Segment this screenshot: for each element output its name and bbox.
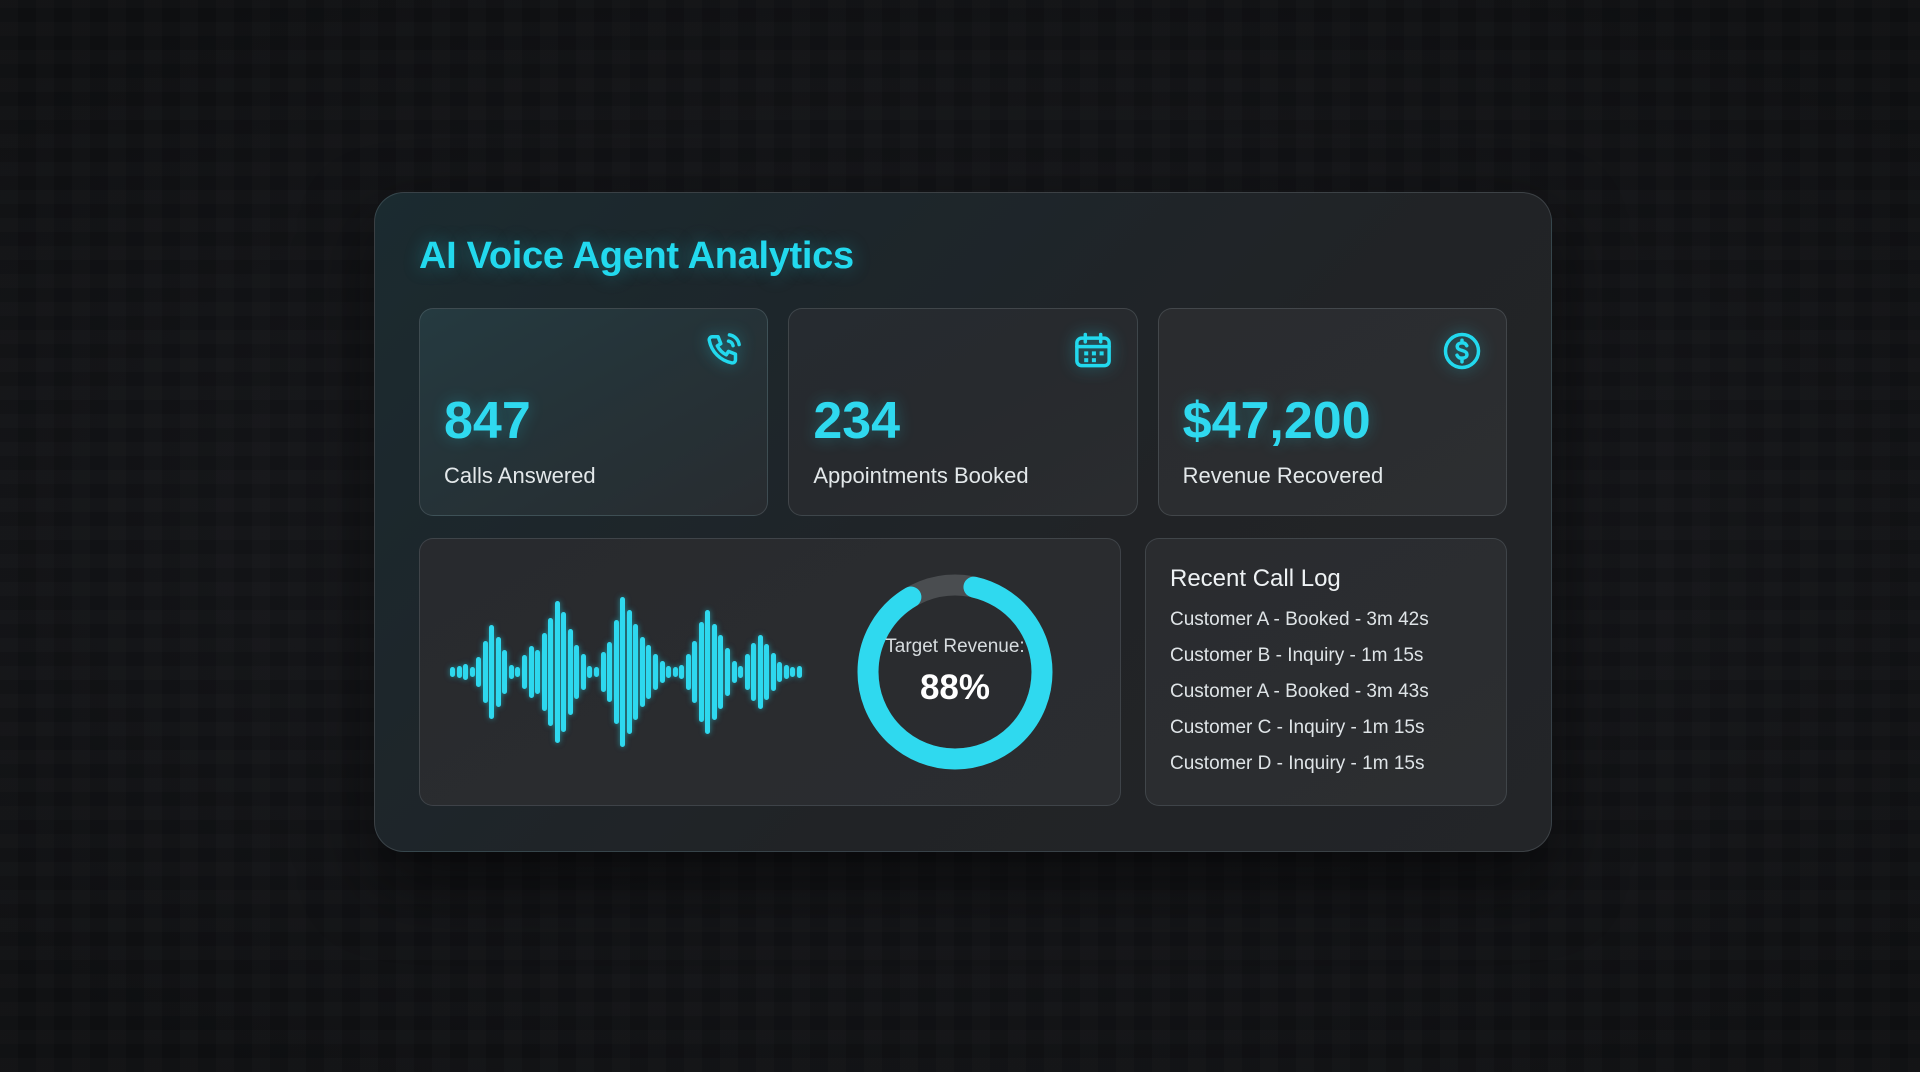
- waveform-bar: [594, 667, 600, 677]
- waveform-bar: [790, 667, 796, 677]
- waveform-bar: [482, 641, 488, 703]
- target-revenue-gauge: Target Revenue: 88%: [844, 561, 1066, 783]
- waveform-bar: [652, 654, 658, 690]
- waveform-bar: [587, 666, 593, 678]
- waveform-bar: [469, 667, 475, 677]
- waveform-bar: [463, 664, 469, 680]
- stat-label: Revenue Recovered: [1182, 463, 1384, 488]
- waveform-bar: [522, 655, 528, 689]
- gauge-progress-arc: [857, 574, 1053, 770]
- waveform-bar: [607, 642, 613, 702]
- waveform-bar: [659, 661, 665, 683]
- waveform-bar: [495, 637, 501, 707]
- stat-label: Calls Answered: [444, 463, 596, 488]
- gauge-svg: [857, 574, 1053, 770]
- call-log-title: Recent Call Log: [1170, 565, 1341, 592]
- waveform-bar: [672, 667, 678, 677]
- waveform-bar: [757, 635, 763, 709]
- waveform-bar: [554, 601, 560, 743]
- waveform-bar: [450, 667, 455, 677]
- page-title: AI Voice Agent Analytics: [419, 235, 854, 277]
- waveform-bar: [476, 657, 482, 687]
- waveform-bar: [731, 661, 737, 683]
- waveform-bar: [711, 624, 717, 720]
- call-log-item[interactable]: Customer D - Inquiry - 1m 15s: [1170, 753, 1425, 774]
- call-log-item[interactable]: Customer A - Booked - 3m 42s: [1170, 609, 1429, 630]
- stat-value: 847: [444, 392, 531, 450]
- waveform-bar: [796, 666, 802, 678]
- stat-label: Appointments Booked: [813, 463, 1029, 488]
- audio-waveform: [450, 597, 802, 747]
- waveform-bar: [738, 666, 744, 678]
- waveform-bar: [777, 662, 783, 682]
- call-log-item[interactable]: Customer B - Inquiry - 1m 15s: [1170, 645, 1424, 666]
- waveform-bar: [515, 667, 521, 677]
- waveform-bar: [724, 648, 730, 696]
- stat-value: $47,200: [1182, 392, 1371, 450]
- waveform-bar: [783, 665, 789, 679]
- call-log-item[interactable]: Customer A - Booked - 3m 43s: [1170, 681, 1429, 702]
- waveform-bar: [567, 629, 573, 715]
- gauge-percent-value: 88%: [919, 668, 991, 707]
- stat-card-appointments-booked[interactable]: 234 Appointments Booked: [788, 308, 1138, 516]
- waveform-bar: [751, 643, 757, 701]
- bottom-row: Target Revenue: 88% Recent Call Log Cust…: [419, 538, 1507, 806]
- waveform-bar: [456, 666, 462, 678]
- waveform-bar: [626, 610, 632, 734]
- waveform-bar: [528, 646, 534, 698]
- waveform-bar: [744, 654, 750, 690]
- waveform-bar: [698, 622, 704, 722]
- waveform-bar: [600, 652, 606, 692]
- waveform-bar: [639, 637, 645, 707]
- waveform-bar: [489, 625, 495, 719]
- call-log-item[interactable]: Customer C - Inquiry - 1m 15s: [1170, 717, 1425, 738]
- waveform-bar: [718, 635, 724, 709]
- waveform-bar: [685, 654, 691, 690]
- waveform-bar: [633, 624, 639, 720]
- stat-card-row: 847 Calls Answered 234: [419, 308, 1507, 516]
- waveform-bar: [705, 610, 711, 734]
- waveform-bar: [613, 620, 619, 724]
- waveform-bar: [679, 665, 685, 679]
- waveform-bar: [646, 645, 652, 699]
- dollar-circle-icon: [1440, 329, 1484, 373]
- calendar-icon: [1071, 329, 1115, 373]
- waveform-bar: [692, 641, 698, 703]
- waveform-bar: [770, 653, 776, 691]
- waveform-bar: [541, 633, 547, 711]
- waveform-bar: [620, 597, 626, 747]
- recent-call-log-card: Recent Call Log Customer A - Booked - 3m…: [1145, 538, 1507, 806]
- waveform-bar: [508, 665, 514, 679]
- call-log-list: Customer A - Booked - 3m 42s Customer B -…: [1170, 609, 1482, 775]
- waveform-bar: [502, 650, 508, 694]
- waveform-bar: [666, 666, 672, 678]
- gauge-caption: Target Revenue:: [885, 636, 1025, 657]
- waveform-bar: [535, 650, 541, 694]
- waveform-bar: [548, 618, 554, 726]
- waveform-bar: [561, 612, 567, 732]
- gauge-center-text: Target Revenue: 88%: [844, 561, 1066, 783]
- stat-card-revenue-recovered[interactable]: $47,200 Revenue Recovered: [1157, 308, 1507, 516]
- waveform-bar: [764, 644, 770, 700]
- analytics-panel: AI Voice Agent Analytics 847 Calls Answe…: [374, 192, 1552, 852]
- waveform-bar: [580, 654, 586, 690]
- waveform-bar: [574, 645, 580, 699]
- stat-value: 234: [813, 392, 901, 450]
- phone-call-icon: [701, 329, 745, 373]
- visualization-card: Target Revenue: 88%: [419, 538, 1121, 806]
- stat-card-calls-answered[interactable]: 847 Calls Answered: [419, 308, 769, 516]
